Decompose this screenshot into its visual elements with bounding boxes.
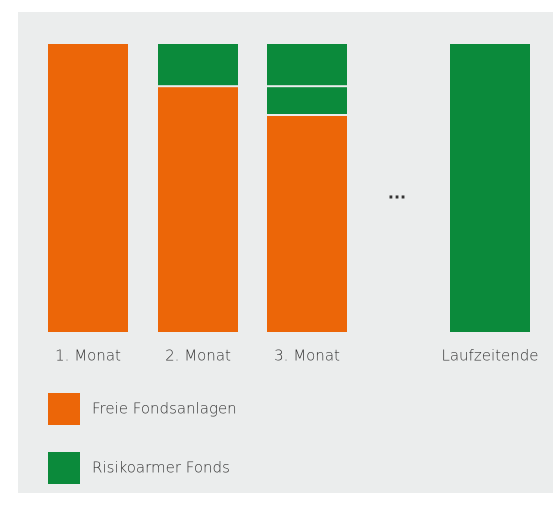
- bar-segment: [267, 44, 347, 86]
- legend-label: Risikoarmer Fonds: [92, 459, 230, 477]
- x-tick-label: 3. Monat: [274, 347, 340, 365]
- ellipsis: ...: [388, 184, 406, 203]
- x-tick-label: 2. Monat: [165, 347, 231, 365]
- legend-swatch: [48, 393, 80, 425]
- bar-segment: [267, 87, 347, 114]
- bar-segment: [158, 87, 238, 332]
- x-tick-label: Laufzeitende: [442, 347, 539, 365]
- bar-segment: [158, 44, 238, 86]
- x-tick-label: 1. Monat: [55, 347, 121, 365]
- bar-segment: [267, 116, 347, 332]
- bar-segment: [48, 44, 128, 332]
- bar-segment: [450, 44, 530, 332]
- legend-label: Freie Fondsanlagen: [92, 400, 237, 418]
- legend-swatch: [48, 452, 80, 484]
